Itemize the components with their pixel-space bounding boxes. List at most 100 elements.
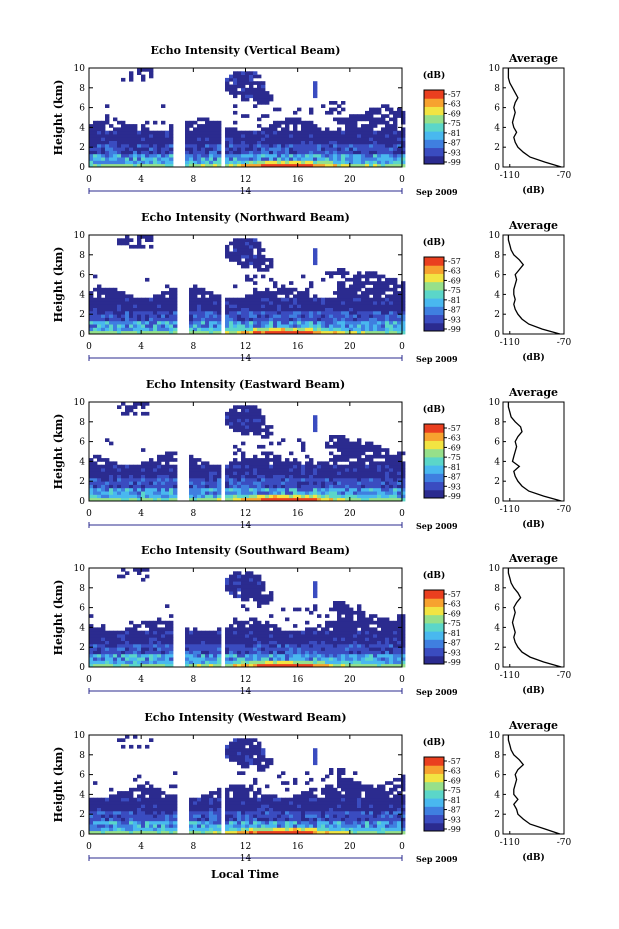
echo-cell	[393, 474, 398, 479]
echo-cell	[133, 405, 138, 409]
echo-cell	[281, 640, 286, 645]
echo-cell	[333, 307, 338, 312]
echo-cell	[317, 297, 322, 302]
average-x-label: (dB)	[522, 185, 544, 196]
echo-cell	[105, 663, 110, 668]
echo-cell	[233, 571, 238, 575]
echo-cell	[301, 663, 306, 668]
echo-cell	[293, 497, 298, 502]
echo-cell	[337, 601, 342, 605]
echo-cell	[309, 314, 314, 318]
echo-cell	[245, 464, 250, 469]
echo-cell	[397, 630, 402, 635]
echo-cell	[237, 571, 242, 575]
echo-cell	[161, 647, 166, 651]
echo-cell	[233, 425, 238, 429]
echo-cell	[137, 143, 142, 148]
echo-cell	[205, 650, 210, 655]
echo-cell	[125, 310, 130, 315]
echo-cell	[349, 464, 354, 469]
echo-cell	[273, 637, 278, 641]
echo-cell	[365, 448, 370, 452]
echo-cell	[133, 307, 138, 312]
echo-cell	[297, 117, 302, 122]
echo-cell	[353, 317, 358, 322]
echo-cell	[169, 330, 174, 335]
echo-cell	[357, 330, 362, 335]
echo-cell	[269, 653, 274, 658]
echo-cell	[365, 663, 370, 668]
echo-cell	[301, 643, 306, 648]
echo-cell	[205, 327, 210, 332]
echo-cell	[313, 584, 318, 589]
echo-cell	[281, 134, 286, 138]
colorbar-tick-label: -57	[448, 90, 461, 99]
echo-cell	[293, 110, 298, 115]
echo-cell	[133, 624, 138, 628]
echo-cell	[149, 147, 154, 151]
echo-cell	[101, 497, 106, 502]
echo-cell	[109, 477, 114, 482]
echo-cell	[237, 81, 242, 85]
echo-cell	[145, 477, 150, 482]
echo-cell	[261, 130, 266, 135]
echo-cell	[165, 477, 170, 482]
echo-cell	[125, 464, 130, 469]
echo-cell	[381, 330, 386, 335]
echo-cell	[313, 421, 318, 426]
echo-cell	[345, 324, 350, 328]
echo-cell	[137, 140, 142, 145]
colorbar-tick-label: -69	[448, 276, 461, 285]
echo-cell	[137, 235, 142, 239]
echo-cell	[269, 97, 274, 102]
echo-cell	[301, 143, 306, 148]
echo-cell	[229, 317, 234, 322]
echo-cell	[117, 487, 122, 492]
echo-cell	[197, 660, 202, 665]
echo-cell	[321, 130, 326, 135]
echo-cell	[165, 307, 170, 312]
echo-cell	[121, 330, 126, 335]
echo-cell	[277, 640, 282, 645]
echo-cell	[133, 150, 138, 155]
echo-cell	[213, 327, 218, 332]
echo-cell	[309, 637, 314, 641]
echo-cell	[137, 301, 142, 305]
echo-cell	[337, 474, 342, 479]
echo-cell	[225, 310, 230, 315]
echo-cell	[385, 124, 390, 128]
echo-cell	[333, 474, 338, 479]
echo-cell	[349, 150, 354, 155]
echo-cell	[201, 481, 206, 485]
average-x-tick-label: -110	[500, 671, 520, 681]
echo-cell	[161, 497, 166, 502]
echo-cell	[321, 307, 326, 312]
echo-cell	[325, 464, 330, 469]
echo-cell	[209, 487, 214, 492]
echo-cell	[125, 468, 130, 472]
echo-cell	[217, 301, 222, 305]
colorbar-tick-label: -93	[448, 148, 461, 157]
echo-cell	[333, 471, 338, 475]
echo-cell	[321, 147, 326, 151]
echo-cell	[269, 147, 274, 151]
echo-cell	[173, 307, 178, 312]
echo-cell	[353, 127, 358, 132]
echo-cell	[93, 153, 98, 158]
echo-cell	[189, 330, 194, 335]
echo-cell	[289, 663, 294, 668]
colorbar-tick-label: -93	[448, 315, 461, 324]
echo-cell	[169, 454, 174, 459]
echo-cell	[281, 284, 286, 289]
date-day: 14	[240, 521, 252, 531]
echo-cell	[113, 827, 118, 832]
echo-cell	[145, 481, 150, 485]
echo-cell	[261, 487, 266, 492]
echo-cell	[329, 134, 334, 138]
echo-cell	[161, 660, 166, 665]
echo-cell	[245, 594, 250, 599]
echo-cell	[113, 160, 118, 165]
echo-cell	[313, 604, 318, 608]
echo-cell	[313, 653, 318, 658]
echo-cell	[169, 143, 174, 148]
